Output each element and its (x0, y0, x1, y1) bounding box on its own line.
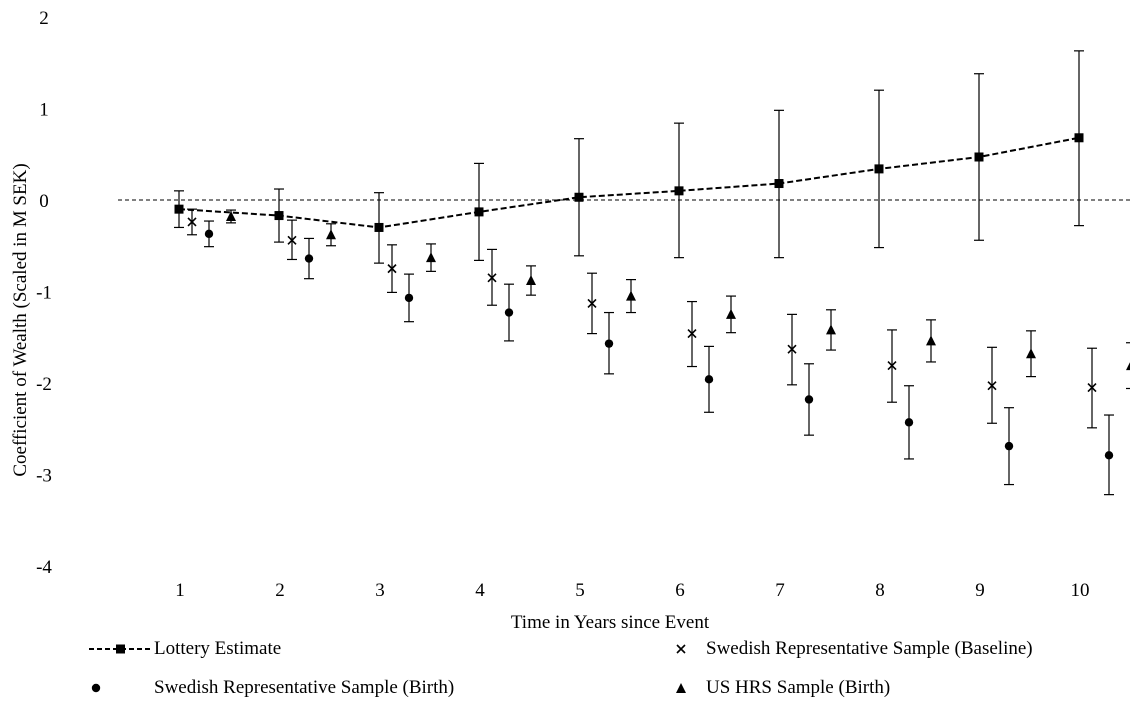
lottery-estimate-point (374, 222, 384, 232)
us-hrs-sample-birth-point (226, 210, 236, 221)
legend-label-swedish-birth: Swedish Representative Sample (Birth) (154, 677, 455, 698)
x-tick-label: 2 (275, 580, 285, 601)
swedish-representative-sample-baseline-point (787, 344, 797, 354)
legend-swatch-us-hrs (676, 683, 686, 693)
us-hrs-sample-birth-point (626, 290, 636, 301)
x-tick-label: 3 (375, 580, 385, 601)
lottery-estimate-point (574, 192, 584, 202)
y-tick-label: 1 (39, 100, 49, 121)
swedish-representative-sample-birth-point (1104, 451, 1114, 460)
us-hrs-sample-birth-point (1126, 362, 1130, 371)
lottery-estimate-point (674, 186, 684, 196)
legend-label-swedish-baseline: Swedish Representative Sample (Baseline) (706, 638, 1033, 659)
swedish-representative-sample-birth-point (404, 293, 414, 303)
legend-item-swedish-baseline: Swedish Representative Sample (Baseline) (674, 638, 1033, 660)
y-tick-label: 2 (39, 8, 49, 29)
us-hrs-sample-birth-point (1026, 348, 1036, 359)
us-hrs-sample-birth-point (326, 229, 336, 240)
y-axis-label: Coefficient of Wealth (Scaled in M SEK) (10, 163, 31, 476)
swedish-representative-sample-baseline-point (887, 361, 897, 371)
x-tick-label: 8 (875, 580, 885, 601)
x-tick-label: 5 (575, 580, 585, 601)
swedish-representative-sample-baseline-point (187, 217, 197, 227)
swedish-representative-sample-birth-point (504, 308, 514, 317)
swedish-representative-sample-baseline-point (387, 264, 397, 274)
x-axis-label: Time in Years since Event (511, 612, 710, 633)
lottery-estimate-point (974, 152, 984, 162)
swedish-representative-sample-birth-point (204, 229, 214, 239)
lottery-estimate-line (178, 136, 1080, 229)
legend-swatch-swedish-birth (91, 683, 101, 693)
swedish-representative-sample-birth-point (804, 395, 814, 404)
us-hrs-sample-birth-point (826, 324, 836, 335)
legend-label-lottery: Lottery Estimate (154, 638, 282, 659)
x-tick-label: 4 (475, 580, 485, 601)
swedish-representative-sample-birth-point (704, 375, 714, 384)
us-hrs-sample-birth-point (726, 308, 736, 319)
us-hrs-sample-birth-point (526, 275, 536, 286)
lottery-estimate-point (174, 204, 184, 214)
y-tick-label: -1 (36, 283, 52, 304)
legend-swatch-lottery (89, 644, 153, 654)
legend-label-us-hrs: US HRS Sample (Birth) (706, 677, 891, 698)
swedish-representative-sample-baseline-point (287, 235, 297, 245)
swedish-representative-sample-baseline-point (687, 329, 697, 339)
swedish-representative-sample-baseline-point (987, 381, 997, 391)
x-tick-label: 1 (175, 580, 185, 601)
lottery-estimate-point (274, 211, 284, 221)
legend-item-lottery: Lottery Estimate (88, 638, 281, 660)
y-tick-label: 0 (39, 191, 49, 212)
plot-area: 210-1-2-3-41 2 3 4 5 6 7 8 9 10 (36, 8, 1130, 601)
x-tick-label: 10 (1071, 580, 1090, 601)
swedish-representative-sample-baseline-point (487, 273, 497, 283)
us-hrs-sample-birth-point (926, 335, 936, 346)
x-tick-label: 7 (775, 580, 785, 601)
us-hrs-sample-birth-point (426, 252, 436, 263)
y-tick-label: -2 (36, 374, 52, 395)
lottery-estimate-point (1074, 133, 1084, 143)
legend-item-us-hrs: US HRS Sample (Birth) (674, 677, 890, 699)
y-tick-label: -3 (36, 466, 52, 487)
swedish-representative-sample-birth-point (304, 254, 314, 263)
swedish-representative-sample-baseline-point (1087, 383, 1097, 393)
swedish-representative-sample-birth-point (904, 418, 914, 427)
swedish-representative-sample-baseline-point (587, 298, 597, 308)
legend-swatch-swedish-baseline (676, 644, 686, 654)
lottery-estimate-point (774, 179, 784, 189)
swedish-representative-sample-birth-point (604, 339, 614, 348)
swedish-representative-sample-birth-point (1004, 441, 1014, 451)
x-tick-label: 9 (975, 580, 985, 601)
lottery-estimate-point (474, 207, 484, 217)
legend-item-swedish-birth: Swedish Representative Sample (Birth) (88, 677, 454, 699)
lottery-estimate-point (874, 164, 884, 174)
x-tick-label: 6 (675, 580, 685, 601)
y-tick-label: -4 (36, 557, 52, 578)
